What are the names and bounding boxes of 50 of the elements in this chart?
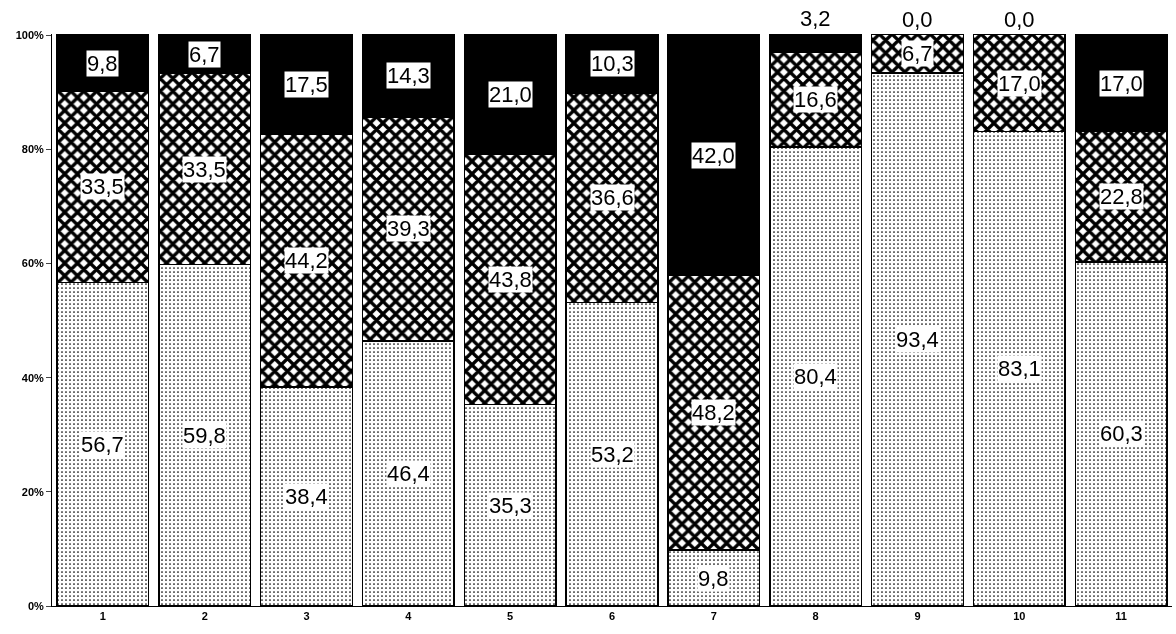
data-label: 22,8: [1100, 184, 1143, 209]
data-label: 17,5: [285, 72, 328, 97]
data-label: 9,8: [698, 566, 729, 591]
data-label: 6,7: [902, 41, 933, 66]
x-tick-label: 8: [812, 610, 819, 623]
data-label: 14,3: [387, 63, 430, 88]
data-label: 9,8: [87, 51, 118, 76]
data-label: 60,3: [1100, 421, 1143, 446]
data-label: 38,4: [285, 484, 328, 509]
y-tick-label: 60%: [21, 257, 44, 270]
data-label: 16,6: [794, 87, 837, 112]
y-tick-label: 40%: [21, 371, 44, 384]
y-tick-label: 20%: [21, 485, 44, 498]
data-label: 48,2: [692, 400, 735, 425]
data-label: 3,2: [800, 6, 831, 31]
data-label: 80,4: [794, 364, 837, 389]
x-tick-label: 7: [710, 610, 717, 623]
data-label: 21,0: [489, 82, 532, 107]
data-label: 17,0: [1100, 71, 1143, 96]
data-label: 43,8: [489, 267, 532, 292]
data-label: 33,5: [81, 174, 124, 199]
data-label: 93,4: [896, 327, 939, 352]
data-label: 53,2: [591, 442, 634, 467]
data-label: 42,0: [692, 143, 735, 168]
x-tick-label: 6: [608, 610, 616, 623]
x-tick-label: 3: [303, 610, 310, 623]
data-label: 44,2: [285, 248, 328, 273]
data-label: 17,0: [998, 71, 1041, 96]
y-tick-label: 0%: [27, 599, 45, 612]
data-label: 0,0: [1004, 7, 1035, 32]
data-label: 10,3: [591, 51, 634, 76]
x-tick-label: 9: [914, 610, 921, 623]
x-tick-label: 2: [201, 610, 208, 623]
data-label: 59,8: [183, 423, 226, 448]
x-tick-label: 10: [1013, 610, 1026, 623]
data-label: 83,1: [998, 356, 1041, 381]
data-label: 39,3: [387, 216, 430, 241]
x-tick-label: 5: [507, 610, 514, 623]
data-label: 35,3: [489, 493, 532, 518]
x-tick-label: 11: [1115, 610, 1127, 623]
y-tick-label: 80%: [21, 143, 44, 156]
data-label: 6,7: [189, 42, 220, 67]
data-label: 0,0: [902, 7, 933, 32]
x-tick-label: 1: [99, 610, 106, 623]
data-label: 56,7: [81, 432, 124, 457]
x-tick-label: 4: [405, 610, 413, 623]
data-label: 33,5: [183, 157, 226, 182]
data-label: 36,6: [591, 185, 634, 210]
y-tick-label: 100%: [15, 28, 45, 41]
data-label: 46,4: [387, 461, 430, 486]
